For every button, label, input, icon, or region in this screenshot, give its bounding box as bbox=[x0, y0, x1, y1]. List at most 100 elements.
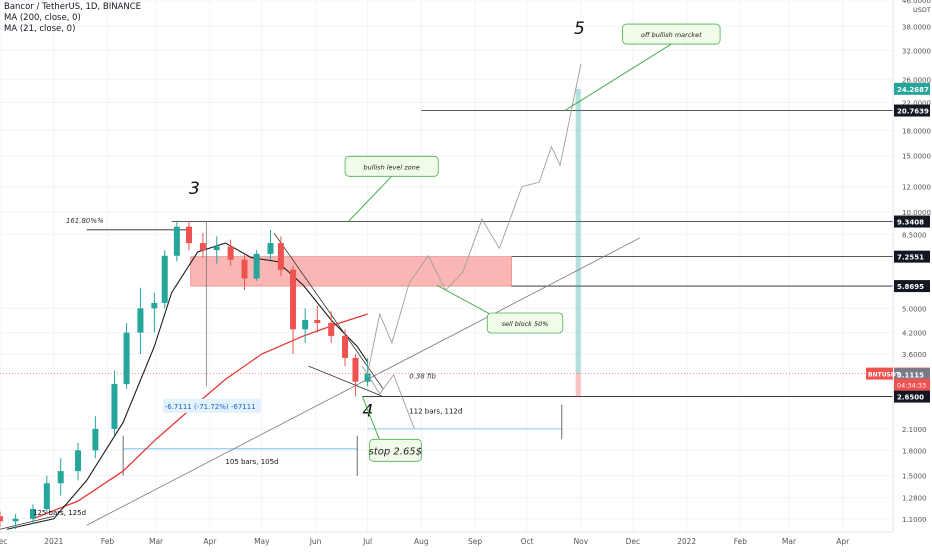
y-tick-label: 1.5000 bbox=[902, 473, 927, 481]
horizontal-levels bbox=[0, 110, 893, 397]
x-tick-label: Nov bbox=[574, 537, 589, 546]
trend-line bbox=[308, 365, 384, 397]
x-tick-label: Mar bbox=[149, 537, 164, 546]
y-tick-label: 46.0000 bbox=[902, 0, 931, 5]
y-tick-label: 1.8000 bbox=[902, 447, 927, 455]
price-badge bbox=[894, 280, 930, 293]
candle-body bbox=[227, 246, 234, 260]
ma200-line bbox=[32, 313, 368, 520]
candle-body bbox=[92, 428, 99, 451]
candle-body bbox=[314, 319, 321, 324]
y-tick-label: 3.6000 bbox=[902, 351, 927, 359]
symbol-tag bbox=[866, 367, 893, 380]
x-tick-label: Dec bbox=[626, 537, 641, 546]
candle-body bbox=[241, 259, 248, 279]
x-tick-label: Feb bbox=[101, 537, 115, 546]
note-callout bbox=[348, 175, 393, 222]
projection-path bbox=[367, 64, 582, 374]
y-tick-label: 12.0000 bbox=[902, 184, 931, 192]
y-tick-label: 32.0000 bbox=[902, 47, 931, 55]
countdown-label: 04:34:33 bbox=[897, 382, 926, 390]
x-tick-label: Jun bbox=[309, 537, 322, 546]
trend-lines bbox=[0, 232, 641, 530]
candle-body bbox=[364, 373, 371, 382]
price-badge-label: 3.1115 bbox=[897, 371, 924, 379]
candle-body bbox=[12, 518, 19, 522]
y-tick-label: 38.0000 bbox=[902, 24, 931, 32]
candle-body bbox=[111, 384, 118, 429]
time-axis[interactable]: Dec 2021 Feb Mar Apr May Jun Jul Aug Sep Oct Nov Dec… bbox=[0, 531, 893, 546]
candle-body bbox=[267, 243, 274, 254]
candle-body bbox=[302, 319, 309, 330]
price-badge-label: 20.7639 bbox=[897, 108, 929, 116]
stop-note-text: stop 2.65$ bbox=[369, 446, 422, 457]
price-badge bbox=[894, 368, 930, 381]
candle-body bbox=[0, 516, 3, 522]
ma21-path bbox=[6, 242, 369, 530]
note-callout bbox=[565, 43, 672, 111]
trend-line bbox=[86, 237, 641, 526]
candle-body bbox=[75, 450, 82, 472]
candle-body bbox=[137, 308, 144, 333]
indicator-ma200[interactable]: MA (200, close, 0) bbox=[4, 13, 81, 23]
trend-line bbox=[0, 515, 54, 530]
fib-level-label: 0.38 fib bbox=[409, 372, 436, 380]
price-badge-label: 2.6500 bbox=[897, 394, 924, 402]
price-badge bbox=[894, 215, 930, 228]
note-text: sell block 50% bbox=[502, 320, 549, 328]
x-tick-label: May bbox=[254, 537, 270, 546]
x-tick-label: Apr bbox=[203, 537, 217, 546]
x-tick-label: 2022 bbox=[677, 537, 696, 546]
indicator-ma21[interactable]: MA (21, close, 0) bbox=[4, 24, 76, 34]
y-tick-label: 1.1000 bbox=[902, 516, 927, 524]
candle-body bbox=[186, 226, 193, 244]
candle-body bbox=[328, 323, 335, 336]
measure-pct-label: -6.7111 (-71.72%) -67111 bbox=[165, 403, 256, 411]
target-bar-red bbox=[575, 373, 581, 397]
candle-body bbox=[199, 243, 206, 251]
y-tick-label: 22.0000 bbox=[902, 99, 931, 107]
candle-body bbox=[213, 246, 220, 251]
y-tick-label: 5.0000 bbox=[902, 305, 927, 313]
symbol-title[interactable]: Bancor / TetherUS, 1D, BINANCE bbox=[4, 2, 142, 12]
price-badge-label: 5.8695 bbox=[897, 283, 924, 291]
candle-body bbox=[342, 335, 349, 358]
chart-gridlines bbox=[0, 0, 893, 532]
chart-legend: Bancor / TetherUS, 1D, BINANCE MA (200, … bbox=[4, 2, 141, 35]
currency-unit-label: USDT bbox=[913, 6, 931, 14]
ma200-path bbox=[32, 313, 368, 520]
note-text: bullish level zone bbox=[364, 163, 420, 171]
candle-body bbox=[57, 471, 64, 484]
y-tick-label: 18.0000 bbox=[902, 127, 931, 135]
price-badge bbox=[894, 82, 930, 95]
stop-callout bbox=[361, 396, 382, 445]
x-tick-label: Aug bbox=[414, 537, 429, 546]
note-text: off bullish marcket bbox=[641, 31, 702, 39]
y-tick-label: 4.2000 bbox=[902, 330, 927, 338]
fib-label: 161.80%% bbox=[66, 217, 104, 225]
candle-body bbox=[151, 302, 158, 309]
target-bar-green bbox=[575, 88, 581, 374]
x-tick-label: Mar bbox=[782, 537, 797, 546]
wave-label: 5 bbox=[574, 19, 585, 39]
x-tick-label: 2021 bbox=[44, 537, 63, 546]
measure-box bbox=[162, 398, 261, 413]
y-tick-label: 10.0000 bbox=[902, 209, 931, 217]
candle-body bbox=[352, 357, 359, 382]
y-tick-label: 8.5000 bbox=[902, 232, 927, 240]
trend-line bbox=[273, 232, 384, 390]
measure-112-label: 112 bars, 112d bbox=[409, 407, 462, 415]
x-tick-label: Sep bbox=[468, 537, 482, 546]
candle-body bbox=[161, 255, 168, 303]
note-box bbox=[622, 23, 721, 45]
candles bbox=[0, 220, 371, 530]
stop-note-box bbox=[368, 438, 422, 462]
symbol-tag-label: BNTUSDT bbox=[868, 372, 901, 379]
candle-body bbox=[123, 332, 130, 385]
price-badge-label: 9.3408 bbox=[897, 219, 924, 227]
price-badge bbox=[894, 250, 930, 263]
y-tick-label: 15.0000 bbox=[902, 153, 931, 161]
